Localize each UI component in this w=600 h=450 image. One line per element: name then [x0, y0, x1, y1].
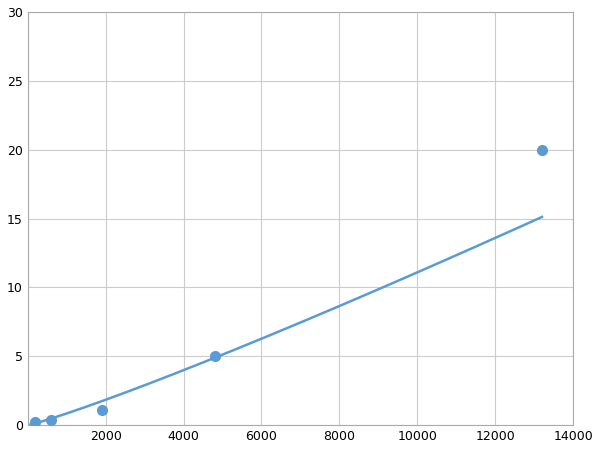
Point: [537, 146, 547, 153]
Point: [97, 406, 107, 414]
Point: [31, 419, 40, 426]
Point: [46, 416, 56, 423]
Point: [210, 353, 220, 360]
